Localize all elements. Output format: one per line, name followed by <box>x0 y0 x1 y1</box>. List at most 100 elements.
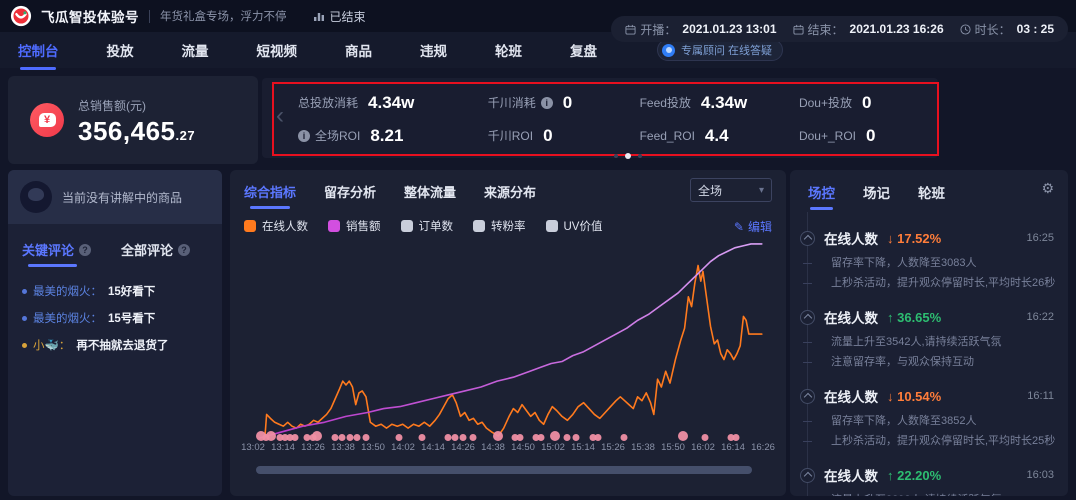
help-icon[interactable]: ? <box>79 243 92 256</box>
event-marker-dot[interactable] <box>549 431 560 441</box>
nav-item[interactable]: 控制台 <box>16 34 61 70</box>
comment-tab[interactable]: 关键评论 ? <box>22 240 92 269</box>
ad-metrics-grid: i 总投放消耗 i 4.34w i 千川消耗 i 0 <box>298 86 928 152</box>
event-note: 留存率下降，人数降至3852人 <box>790 411 1068 431</box>
legend-item[interactable]: 在线人数 <box>244 218 308 234</box>
event-marker-dot[interactable] <box>362 434 370 441</box>
nav-item[interactable]: 违规 <box>420 44 447 59</box>
chevron-up-node-icon[interactable] <box>800 230 815 246</box>
event-marker-dot[interactable] <box>620 434 628 441</box>
event-marker-dot[interactable] <box>727 434 735 441</box>
nav-item[interactable]: 商品 <box>345 44 372 59</box>
event-time: 16:11 <box>1027 390 1054 402</box>
metric-label: 千川消耗 <box>487 96 536 110</box>
event-note: 上秒杀活动，提升观众停留时长,平均时长25秒 <box>790 431 1068 451</box>
event-marker-dot[interactable] <box>418 434 426 441</box>
event-marker-dot[interactable] <box>572 434 579 441</box>
nav-item[interactable]: 流量 <box>181 44 209 59</box>
chart-scrollbar-thumb[interactable] <box>256 466 752 474</box>
line-chart[interactable] <box>238 240 778 441</box>
event-title: 在线人数 <box>824 232 878 247</box>
event-marker-dot[interactable] <box>701 434 709 441</box>
event-marker-dot[interactable] <box>338 434 346 441</box>
chevron-up-node-icon[interactable] <box>800 467 815 483</box>
series-line-在线人数 <box>265 265 762 436</box>
event-marker-dot[interactable] <box>353 434 361 441</box>
event-marker-dot[interactable] <box>281 434 289 441</box>
event-marker-dot[interactable] <box>395 434 403 441</box>
x-axis-label: 14:50 <box>511 442 535 453</box>
carousel-dot[interactable] <box>614 154 618 158</box>
nav-item[interactable]: 投放 <box>106 44 134 59</box>
event-marker-dot[interactable] <box>459 434 467 441</box>
info-icon[interactable]: i <box>540 96 553 109</box>
right-panel-tab[interactable]: 轮班 <box>918 186 945 201</box>
total-sales-card: ¥ 总销售额(元) 356,465.27 <box>8 76 258 164</box>
chevron-up-node-icon[interactable] <box>800 388 815 404</box>
comment-bullet <box>22 342 27 348</box>
event-marker-dot[interactable] <box>469 434 477 441</box>
right-panel-tab[interactable]: 场控 <box>808 182 835 212</box>
nav-item[interactable]: 复盘 <box>570 44 597 59</box>
event-marker-dot[interactable] <box>677 431 688 441</box>
legend-item[interactable]: 销售额 <box>328 218 381 234</box>
info-icon[interactable]: i <box>298 129 310 142</box>
edit-metrics-button[interactable]: ✎ 编辑 <box>733 219 772 235</box>
event-marker-dot[interactable] <box>451 434 459 441</box>
online-count-event: 在线人数 ↓ 17.52% 16:25 留存率下降，人数降至3083人 上秒杀活… <box>790 228 1068 293</box>
metric-item: i 千川ROI i 0 <box>488 126 640 146</box>
event-marker-dot[interactable] <box>492 431 503 441</box>
chart-tab[interactable]: 来源分布 <box>484 185 537 200</box>
carousel-dot-active[interactable] <box>625 153 631 159</box>
gear-icon[interactable]: ⚙ <box>1041 180 1054 196</box>
edit-pencil-icon: ✎ <box>733 219 744 234</box>
nav-item[interactable]: 短视频 <box>256 44 298 59</box>
event-marker-dot[interactable] <box>262 434 270 441</box>
online-count-event: 在线人数 ↑ 36.65% 16:22 流量上升至3542人,请持续活跃气氛 注… <box>790 307 1068 372</box>
carousel-dot[interactable] <box>638 154 642 158</box>
nav-item[interactable]: 轮班 <box>495 44 522 59</box>
event-title: 在线人数 <box>824 469 878 484</box>
comment-tabs: 关键评论 ? 全部评论 ? <box>8 224 222 269</box>
event-marker-dot[interactable] <box>589 434 597 441</box>
comment-username: 最美的烟火： <box>33 313 102 325</box>
range-dropdown[interactable]: 全场 ▾ <box>690 178 772 202</box>
chart-tab[interactable]: 综合指标 <box>244 182 296 210</box>
event-note: 流量上升至3542人,请持续活跃气氛 <box>790 332 1068 352</box>
event-marker-dot[interactable] <box>303 434 311 441</box>
x-axis-label: 16:02 <box>691 442 715 453</box>
event-marker-dot[interactable] <box>312 431 323 441</box>
right-panel-tab[interactable]: 场记 <box>863 186 890 201</box>
event-marker-dot[interactable] <box>516 434 524 441</box>
no-product-text: 当前没有讲解中的商品 <box>62 190 183 205</box>
help-icon[interactable]: ? <box>178 243 191 256</box>
x-axis-label: 13:50 <box>361 442 385 453</box>
event-marker-dot[interactable] <box>563 434 571 441</box>
metric-value: 8.21 <box>370 125 404 145</box>
event-marker-dot[interactable] <box>511 434 519 441</box>
legend-item[interactable]: 订单数 <box>400 218 453 234</box>
event-marker-dot[interactable] <box>732 434 740 441</box>
event-marker-dot[interactable] <box>255 431 266 441</box>
event-marker-dot[interactable] <box>444 434 452 441</box>
event-marker-dot[interactable] <box>532 434 540 441</box>
event-marker-dot[interactable] <box>265 431 276 441</box>
event-marker-dot[interactable] <box>291 434 299 441</box>
chart-tab[interactable]: 留存分析 <box>324 185 377 200</box>
comment-tab[interactable]: 全部评论 ? <box>121 240 191 269</box>
x-axis-label: 14:02 <box>391 442 415 453</box>
legend-swatch <box>400 220 413 232</box>
event-marker-dot[interactable] <box>594 434 602 441</box>
event-marker-dot[interactable] <box>537 434 545 441</box>
event-marker-dot[interactable] <box>331 434 339 441</box>
carousel-prev-button[interactable]: ‹ <box>276 102 284 129</box>
legend-item[interactable]: UV价值 <box>545 218 602 234</box>
chevron-up-node-icon[interactable] <box>800 309 815 325</box>
event-note: 注意留存率，与观众保持互动 <box>790 352 1068 372</box>
event-marker-dot[interactable] <box>286 434 294 441</box>
event-marker-dot[interactable] <box>346 434 354 441</box>
chart-tab[interactable]: 整体流量 <box>404 185 457 200</box>
event-marker-dot[interactable] <box>276 434 284 441</box>
advisor-badge[interactable]: 专属顾问 在线答疑 <box>657 39 784 61</box>
legend-item[interactable]: 转粉率 <box>473 218 526 234</box>
